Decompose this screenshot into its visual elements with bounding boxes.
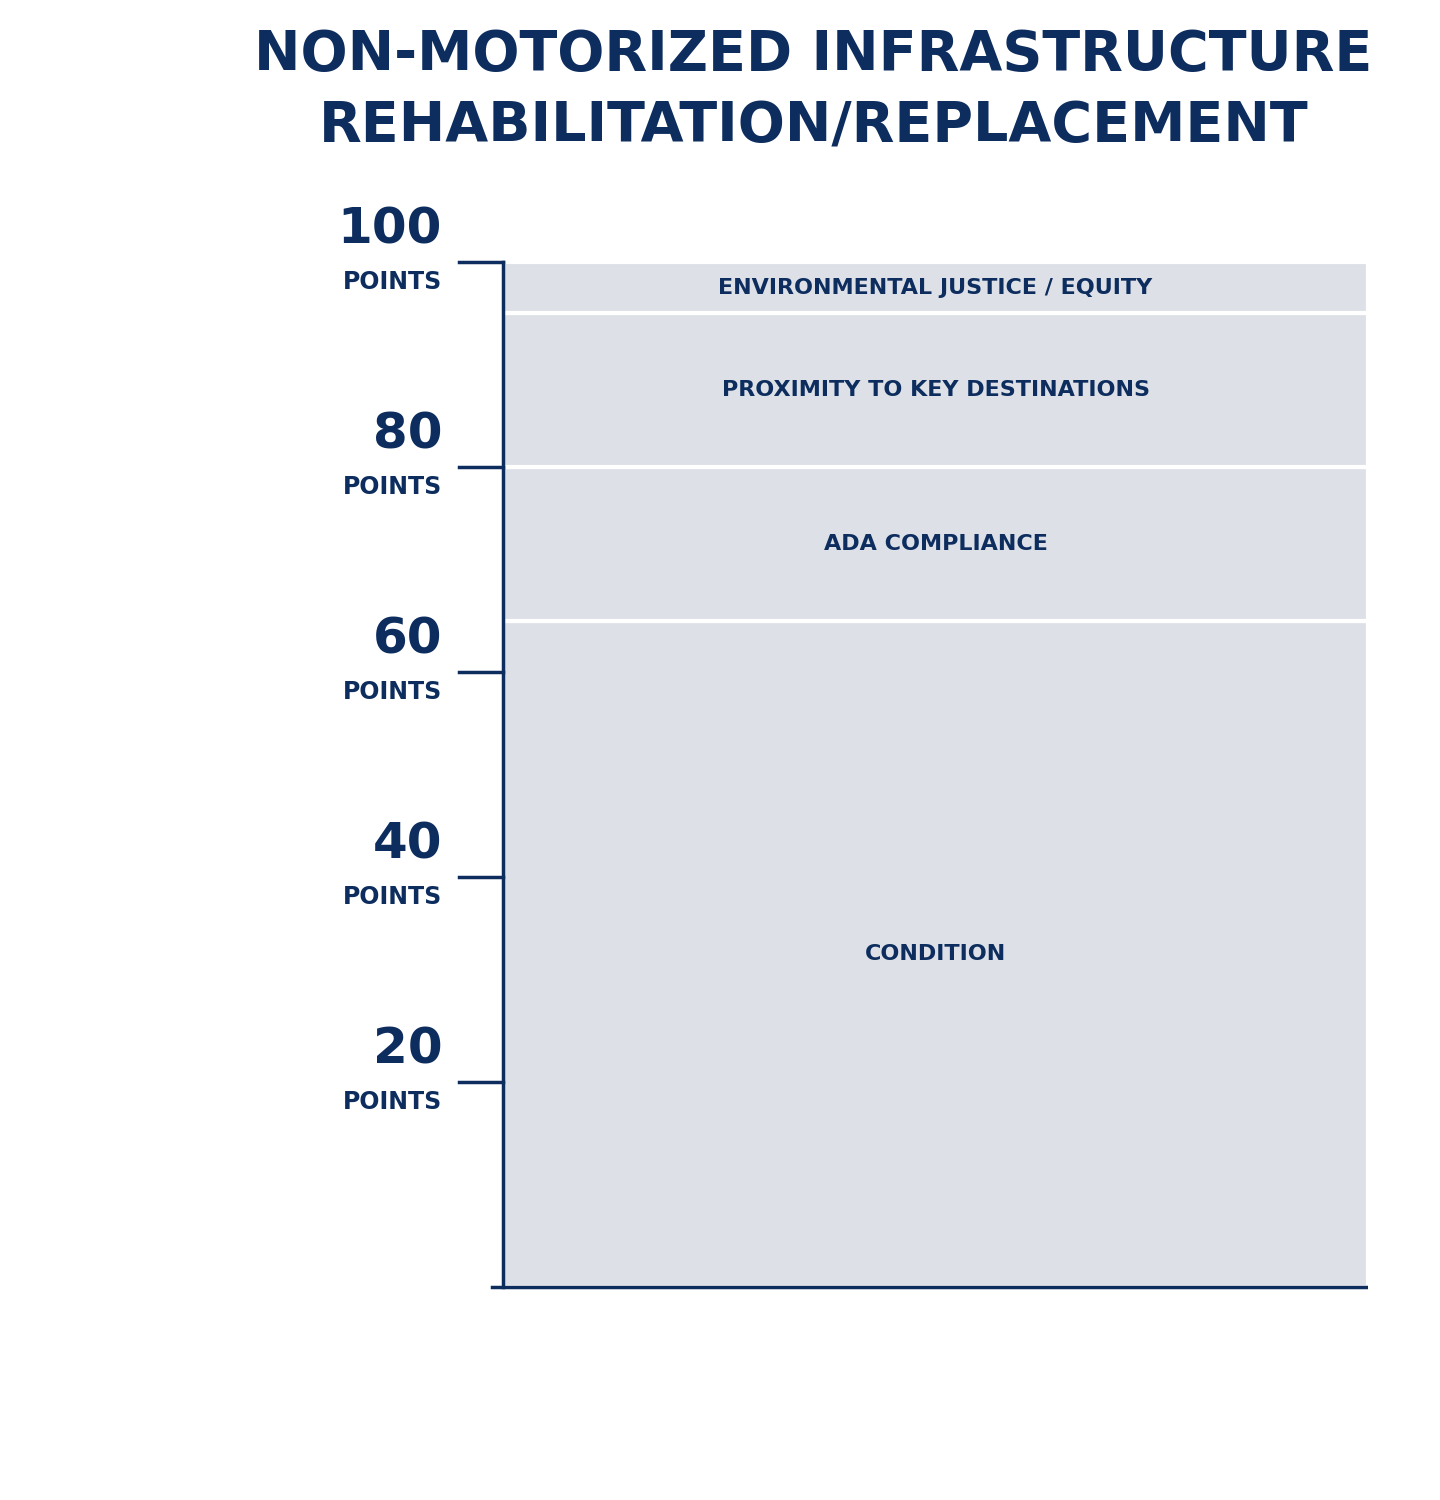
Text: POINTS: POINTS (343, 1090, 442, 1114)
Text: POINTS: POINTS (343, 270, 442, 294)
Text: PROXIMITY TO KEY DESTINATIONS: PROXIMITY TO KEY DESTINATIONS (721, 380, 1149, 400)
Text: POINTS: POINTS (343, 885, 442, 909)
Bar (503, 466, 1368, 621)
Text: 100: 100 (338, 206, 442, 254)
Bar (503, 314, 1368, 466)
Text: POINTS: POINTS (343, 476, 442, 500)
Title: NON-MOTORIZED INFRASTRUCTURE
REHABILITATION/REPLACEMENT: NON-MOTORIZED INFRASTRUCTURE REHABILITAT… (255, 28, 1372, 153)
Text: ADA COMPLIANCE: ADA COMPLIANCE (824, 534, 1047, 554)
Bar (503, 621, 1368, 1287)
Text: 60: 60 (373, 616, 442, 664)
Text: ENVIRONMENTAL JUSTICE / EQUITY: ENVIRONMENTAL JUSTICE / EQUITY (719, 278, 1152, 297)
Text: CONDITION: CONDITION (865, 944, 1007, 964)
Text: 80: 80 (373, 411, 442, 459)
Bar (503, 262, 1368, 314)
Text: POINTS: POINTS (343, 680, 442, 703)
Text: 20: 20 (373, 1026, 442, 1074)
Text: 40: 40 (373, 821, 442, 868)
